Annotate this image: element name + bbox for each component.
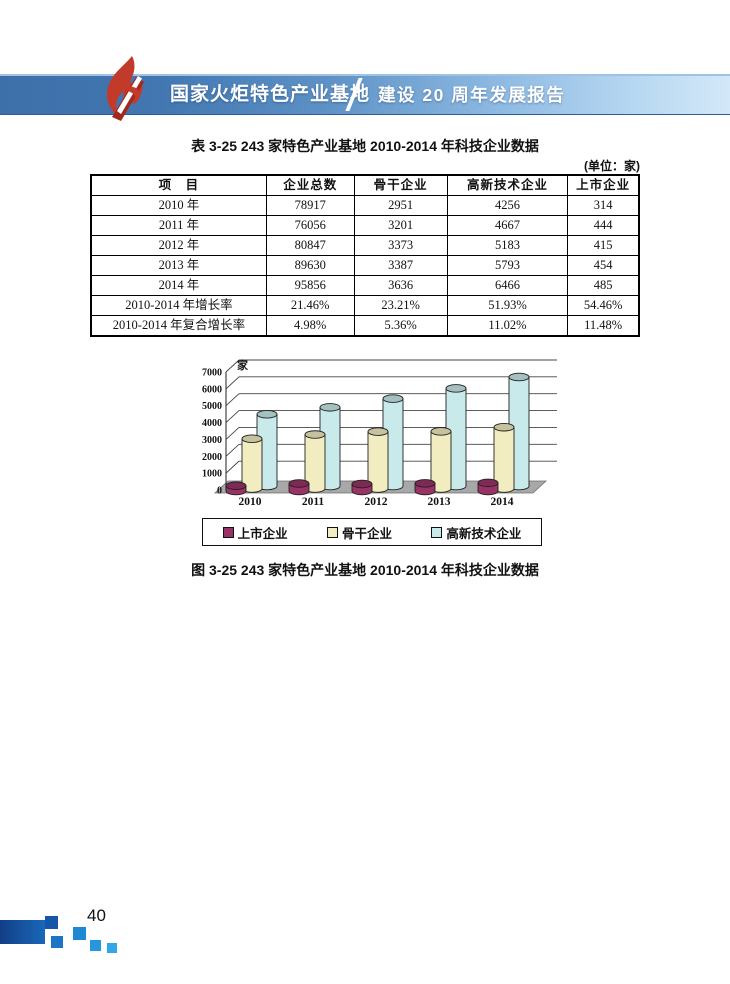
table-cell: 78917 — [265, 195, 355, 216]
table-cell: 23.21% — [353, 295, 448, 316]
table-header-cell: 上市企业 — [567, 174, 640, 196]
svg-text:2014: 2014 — [491, 496, 514, 508]
table-row: 2012 年 80847 3373 5183 415 — [90, 235, 640, 256]
svg-text:2010: 2010 — [239, 496, 262, 508]
table-cell: 89630 — [265, 255, 355, 276]
table-cell: 3387 — [353, 255, 448, 276]
svg-text:3000: 3000 — [202, 435, 222, 446]
table-cell: 5.36% — [353, 315, 448, 337]
chart-legend: 上市企业 骨干企业 高新技术企业 — [202, 518, 542, 546]
table-body: 2010 年 78917 2951 4256 314 2011 年 76056 3201 466… — [90, 195, 640, 337]
table-cell: 51.93% — [446, 295, 569, 316]
table-row: 2011 年 76056 3201 4667 444 — [90, 215, 640, 236]
svg-text:2013: 2013 — [428, 496, 451, 508]
table-cell: 76056 — [265, 215, 355, 236]
table-title: 表 3-25 243 家特色产业基地 2010-2014 年科技企业数据 — [191, 138, 539, 154]
svg-text:2012: 2012 — [365, 496, 388, 508]
svg-text:2011: 2011 — [302, 496, 325, 508]
table-cell: 3636 — [353, 275, 448, 296]
table-cell: 54.46% — [567, 295, 640, 316]
table-header-cell: 骨干企业 — [353, 174, 448, 196]
table-cell: 2013 年 — [90, 255, 267, 276]
table-cell: 2011 年 — [90, 215, 267, 236]
svg-text:0: 0 — [217, 486, 222, 497]
table-cell: 2012 年 — [90, 235, 267, 256]
legend-label: 骨干企业 — [341, 526, 392, 541]
table-cell: 3201 — [353, 215, 448, 236]
legend-item: 骨干企业 — [326, 523, 392, 542]
banner-report-title: 建设 20 周年发展报告 — [378, 85, 566, 105]
table-cell: 2010 年 — [90, 195, 267, 216]
table-cell: 485 — [567, 275, 640, 296]
table-cell: 454 — [567, 255, 640, 276]
pixel-decoration-square — [51, 936, 63, 948]
table-header-cell: 企业总数 — [265, 174, 355, 196]
table-cell: 4.98% — [265, 315, 355, 337]
svg-text:6000: 6000 — [202, 384, 222, 395]
table-cell: 4667 — [446, 215, 569, 236]
table-cell: 415 — [567, 235, 640, 256]
bar-chart-3d: 0 1000 2000 3000 4000 5000 6000 7000 家 2010 2011 20… — [195, 353, 575, 513]
table-unit-label: (单位：家) — [584, 159, 640, 173]
table-cell: 444 — [567, 215, 640, 236]
torch-flame-logo-icon — [96, 55, 156, 121]
table-row: 2010-2014 年复合增长率 4.98% 5.36% 11.02% 11.48% — [90, 315, 640, 337]
legend-label: 高新技术企业 — [446, 526, 522, 541]
pixel-decoration-square — [73, 927, 86, 940]
banner-title: 国家火炬特色产业基地 — [170, 84, 371, 105]
legend-label: 上市企业 — [237, 526, 288, 541]
svg-text:5000: 5000 — [202, 401, 222, 412]
table-cell: 2010-2014 年增长率 — [90, 295, 267, 316]
data-table: 项 目企业总数 骨干企业 高新技术企业 上市企业 2010 年 78917 2951 425… — [90, 174, 640, 337]
table-cell: 95856 — [265, 275, 355, 296]
table-cell: 3373 — [353, 235, 448, 256]
pixel-decoration-square — [107, 943, 117, 953]
table-cell: 5183 — [446, 235, 569, 256]
legend-item: 上市企业 — [222, 523, 288, 542]
table-header-row: 项 目企业总数 骨干企业 高新技术企业 上市企业 — [90, 174, 640, 196]
table-cell: 80847 — [265, 235, 355, 256]
table-cell: 11.02% — [446, 315, 569, 337]
figure-caption: 图 3-25 243 家特色产业基地 2010-2014 年科技企业数据 — [191, 562, 539, 578]
legend-swatch-icon — [222, 526, 234, 538]
table-row: 2010-2014 年增长率 21.46% 23.21% 51.93% 54.46% — [90, 295, 640, 316]
table-row: 2010 年 78917 2951 4256 314 — [90, 195, 640, 216]
table-row: 2014 年 95856 3636 6466 485 — [90, 275, 640, 296]
table-header-cell: 项 目 — [90, 174, 267, 196]
pixel-decoration-square — [90, 940, 101, 951]
svg-text:4000: 4000 — [202, 418, 222, 429]
table-head: 项 目企业总数 骨干企业 高新技术企业 上市企业 — [90, 174, 640, 196]
table-cell: 314 — [567, 195, 640, 216]
page-number: 40 — [87, 906, 106, 925]
table-cell: 5793 — [446, 255, 569, 276]
svg-text:1000: 1000 — [202, 469, 222, 480]
pixel-decoration — [0, 920, 45, 944]
table-cell: 21.46% — [265, 295, 355, 316]
legend-swatch-icon — [431, 526, 443, 538]
svg-text:2000: 2000 — [202, 452, 222, 463]
table-cell: 2014 年 — [90, 275, 267, 296]
table-cell: 2951 — [353, 195, 448, 216]
legend-item: 高新技术企业 — [431, 523, 521, 542]
table-cell: 4256 — [446, 195, 569, 216]
table-cell: 11.48% — [567, 315, 640, 337]
table-header-cell: 高新技术企业 — [446, 174, 569, 196]
pixel-decoration-square — [45, 916, 58, 929]
table-cell: 6466 — [446, 275, 569, 296]
table-cell: 2010-2014 年复合增长率 — [90, 315, 267, 337]
svg-text:家: 家 — [237, 358, 249, 372]
svg-text:7000: 7000 — [202, 368, 222, 379]
legend-swatch-icon — [326, 526, 338, 538]
table-row: 2013 年 89630 3387 5793 454 — [90, 255, 640, 276]
